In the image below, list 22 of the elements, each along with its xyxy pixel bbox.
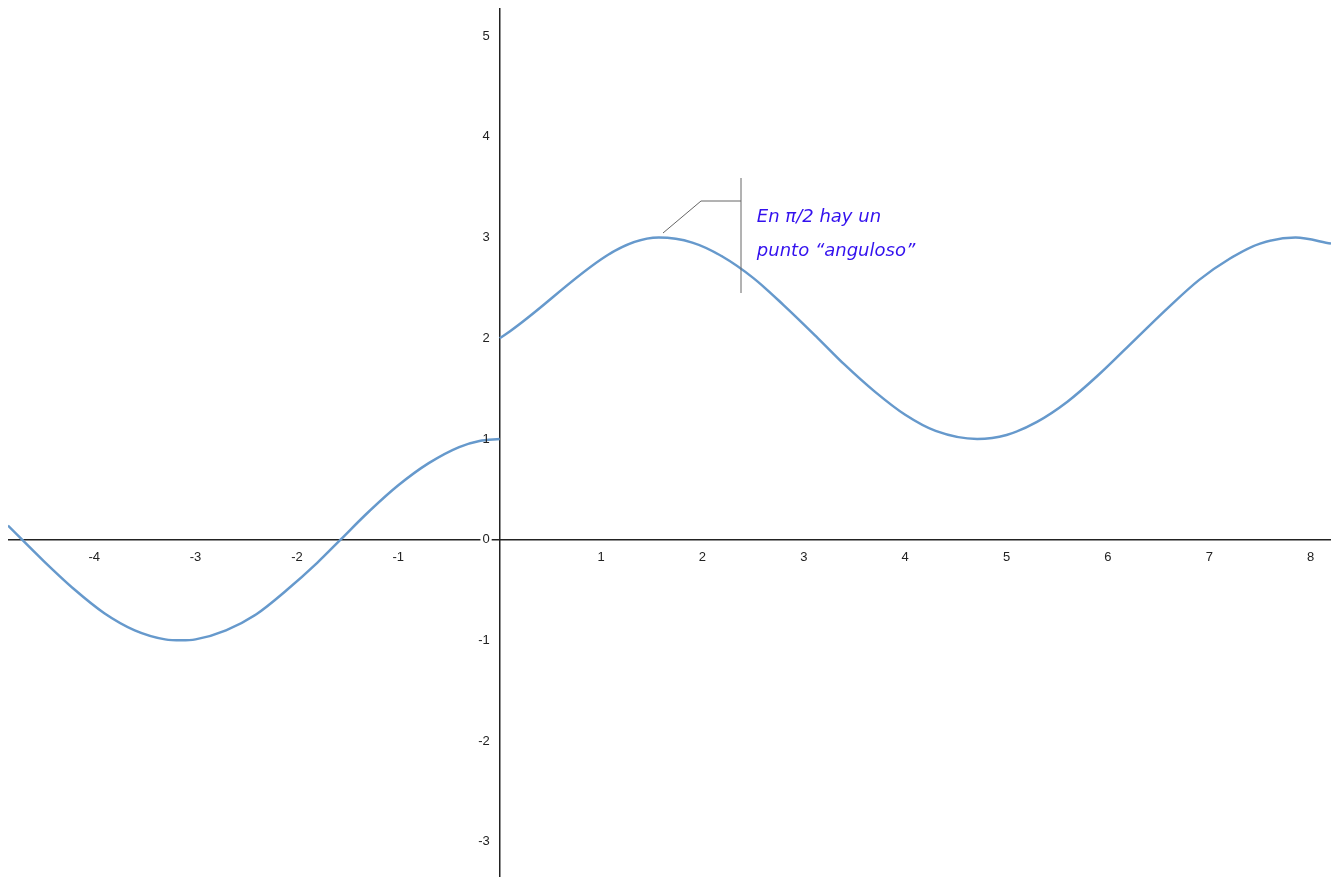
y-tick-label: -3 (478, 833, 490, 849)
x-tick-label: -1 (392, 549, 405, 565)
y-tick-label: 4 (482, 128, 490, 144)
x-tick-label: -2 (291, 549, 303, 565)
y-tick-label: 2 (482, 329, 490, 345)
y-tick-label: -2 (478, 732, 490, 748)
x-tick-label: 3 (800, 549, 808, 565)
x-tick-label: -4 (88, 549, 100, 565)
x-tick-label: 7 (1205, 549, 1213, 565)
y-tick-label: -1 (478, 631, 490, 647)
x-tick-label: 5 (1002, 549, 1011, 565)
y-tick-label: 5 (482, 27, 490, 43)
annotation: En π/2 hay un punto “anguloso” (755, 205, 916, 261)
x-tick-label: 2 (698, 549, 707, 565)
y-tick-label: 3 (482, 229, 490, 245)
x-tick-label: 8 (1307, 549, 1315, 565)
x-tick-label: -3 (189, 549, 202, 565)
line-series (498, 236, 1331, 441)
y-tick-label: 0 (482, 531, 490, 547)
x-tick-label: 1 (597, 549, 605, 565)
x-tick-label: 6 (1104, 549, 1112, 565)
x-tick-label: 4 (901, 549, 909, 565)
